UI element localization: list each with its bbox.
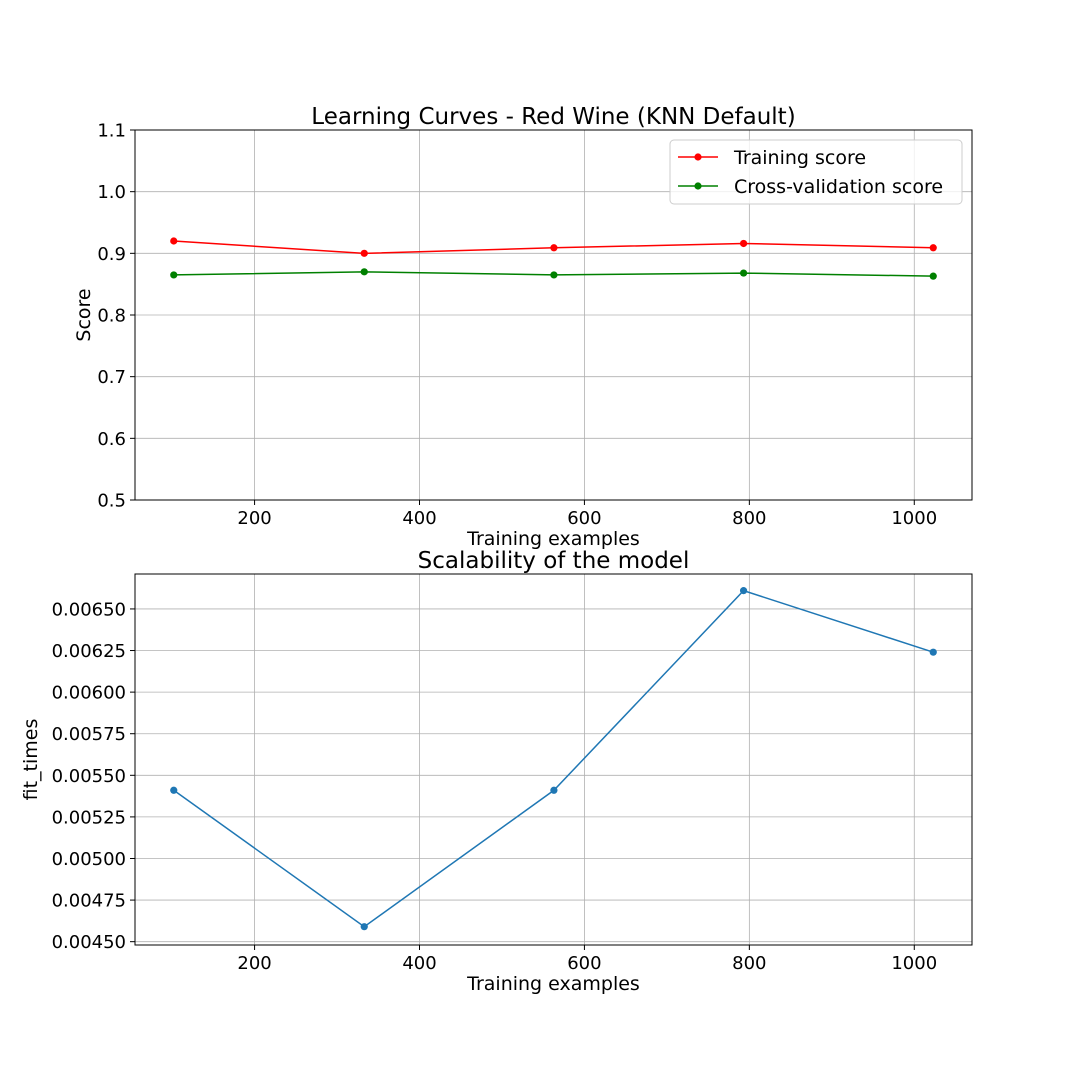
data-point-fit-times: [360, 923, 368, 931]
data-point-cross-validation: [739, 269, 748, 277]
tick-group: 200 400 600 800 1000 0.00450 0.00475 0.00500 0.0…: [52, 599, 938, 974]
y-tick-label: 0.00500: [52, 849, 126, 870]
y-tick-label: 0.6: [97, 429, 126, 450]
learning-curves-chart: Learning Curves - Red Wine (KNN Default)…: [73, 104, 973, 550]
y-tick-label: 0.00475: [52, 891, 126, 912]
data-point-fit-times: [170, 786, 178, 794]
legend-box: [669, 139, 963, 205]
x-tick-label: 600: [567, 953, 601, 974]
series-group: [170, 237, 937, 280]
y-tick-label: 0.8: [97, 306, 126, 327]
tick-group: 200 400 600 800 1000 0.5 0.6 0.7 0.8 0.9 1.0 1.1: [97, 121, 937, 530]
y-tick-label: 0.00550: [52, 766, 126, 787]
x-tick-label: 800: [732, 953, 766, 974]
y-tick-label: 0.7: [97, 367, 126, 388]
data-point-cross-validation: [360, 268, 368, 276]
y-tick-label: 1.1: [97, 121, 126, 142]
x-tick-label: 200: [237, 953, 271, 974]
y-tick-label: 0.00650: [52, 599, 126, 620]
y-tick-label: 0.00525: [52, 807, 126, 828]
data-point-fit-times: [550, 786, 558, 794]
chart-title: Learning Curves - Red Wine (KNN Default): [311, 104, 795, 130]
x-tick-label: 200: [237, 508, 271, 529]
x-tick-label: 1000: [891, 508, 937, 529]
plot-area-frame: [134, 573, 973, 946]
data-point-cross-validation: [170, 271, 178, 279]
data-point-fit-times: [929, 648, 937, 656]
data-point-cross-validation: [550, 271, 558, 279]
data-point-training: [360, 249, 368, 257]
y-tick-label: 0.9: [97, 244, 126, 265]
legend-marker-cross-validation: [694, 182, 702, 190]
y-tick-label: 1.0: [97, 182, 126, 203]
series-group: [170, 587, 937, 931]
x-axis-label: Training examples: [466, 973, 640, 995]
x-tick-label: 400: [402, 508, 436, 529]
data-point-training: [739, 239, 748, 248]
y-tick-label: 0.00450: [52, 932, 126, 953]
data-point-fit-times: [739, 587, 748, 595]
x-tick-label: 1000: [891, 953, 937, 974]
grid: [135, 574, 972, 945]
x-tick-label: 800: [732, 508, 766, 529]
y-tick-label: 0.00600: [52, 683, 126, 704]
series-line-fit-times: [173, 589, 934, 928]
chart-title: Scalability of the model: [418, 548, 690, 574]
scalability-chart: Scalability of the model Training exampl…: [20, 548, 973, 995]
legend-label-cross-validation: Cross-validation score: [734, 176, 943, 198]
x-tick-label: 600: [567, 508, 601, 529]
x-axis-label: Training examples: [466, 528, 640, 550]
data-point-training: [170, 237, 178, 245]
legend-marker-training: [694, 153, 702, 161]
data-point-cross-validation: [929, 272, 937, 280]
y-tick-label: 0.5: [97, 491, 126, 512]
y-tick-label: 0.00575: [52, 724, 126, 745]
x-tick-label: 400: [402, 953, 436, 974]
y-tick-label: 0.00625: [52, 641, 126, 662]
legend-label-training: Training score: [733, 147, 866, 169]
data-point-training: [929, 244, 937, 252]
y-axis-label: Score: [73, 288, 95, 341]
data-point-training: [550, 244, 558, 252]
legend: Training score Cross-validation score: [669, 139, 963, 205]
y-axis-label: fit_times: [20, 719, 42, 801]
